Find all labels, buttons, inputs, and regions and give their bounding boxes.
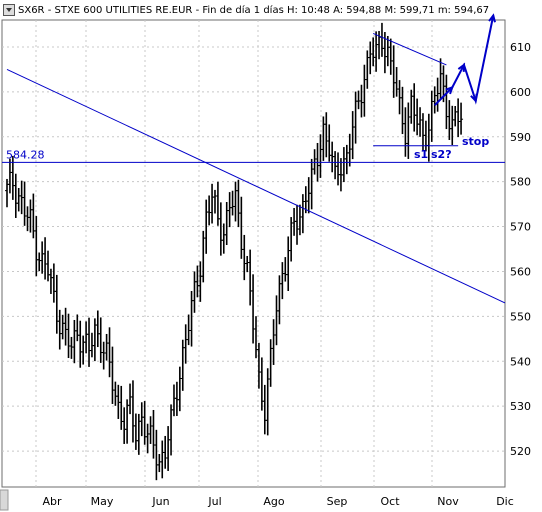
- x-tick-label: Oct: [380, 495, 400, 508]
- y-tick-label: 570: [510, 221, 531, 234]
- y-tick-label: 520: [510, 445, 531, 458]
- x-tick-label: Sep: [327, 495, 348, 508]
- x-tick-label: Ago: [263, 495, 285, 508]
- arrowhead: [470, 93, 478, 104]
- scroll-handle: [0, 489, 9, 511]
- y-tick-label: 560: [510, 265, 531, 278]
- arrowhead: [488, 13, 496, 23]
- x-tick-label: Jul: [207, 495, 221, 508]
- x-tick-label: Jun: [151, 495, 169, 508]
- annotation-s2: s2?: [431, 148, 452, 161]
- y-tick-label: 590: [510, 131, 531, 144]
- hline-value-label: 584.28: [6, 148, 45, 161]
- arrowhead: [457, 62, 466, 72]
- y-tick-label: 610: [510, 41, 531, 54]
- hour-label: H: 10:48: [286, 4, 330, 16]
- trendline-channel-top: [372, 33, 447, 66]
- y-tick-label: 600: [510, 86, 531, 99]
- plot-frame: [1, 19, 506, 488]
- instrument-name: STXE 600 UTILITIES RE.EUR: [54, 4, 193, 16]
- chart-header: SX6R - STXE 600 UTILITIES RE.EUR - Fin d…: [0, 0, 542, 20]
- y-tick-label: 580: [510, 176, 531, 189]
- x-tick-label: May: [91, 495, 114, 508]
- period-label: Fin de día 1 días: [202, 4, 284, 16]
- x-tick-label: Nov: [437, 495, 459, 508]
- max-label: M: 599,71: [384, 4, 435, 16]
- symbol-label: SX6R: [18, 4, 45, 16]
- y-tick-label: 540: [510, 355, 531, 368]
- open-label: A: 594,88: [333, 4, 382, 16]
- annotation-s1: s1: [414, 148, 428, 161]
- y-tick-label: 530: [510, 400, 531, 413]
- x-tick-label: Abr: [42, 495, 62, 508]
- trendline-downtrend: [6, 68, 506, 304]
- dropdown-icon[interactable]: [3, 4, 15, 16]
- arrowhead: [445, 85, 454, 95]
- y-tick-label: 550: [510, 310, 531, 323]
- x-tick-label: Dic: [496, 495, 514, 508]
- annotation-stop: stop: [462, 135, 489, 148]
- min-label: m: 594,67: [437, 4, 490, 16]
